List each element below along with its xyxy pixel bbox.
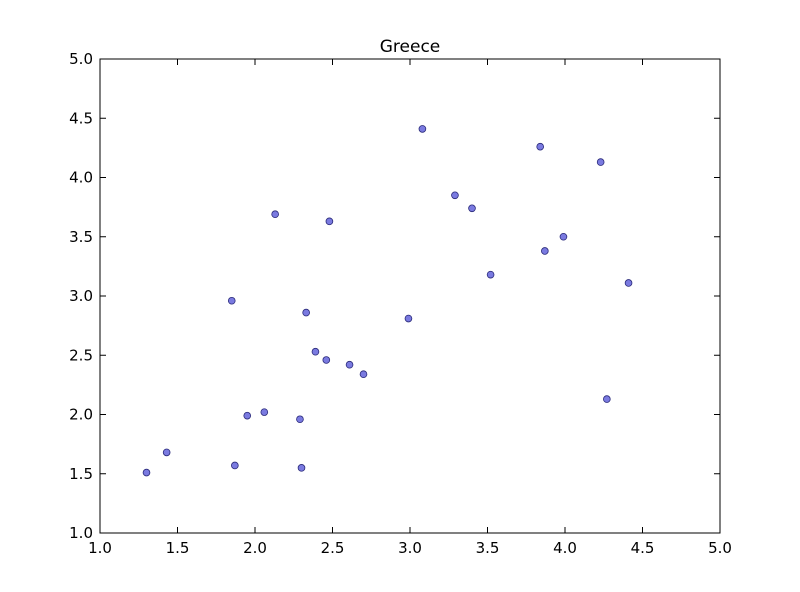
scatter-point xyxy=(624,279,633,287)
y-tick-label: 2.0 xyxy=(69,406,93,424)
scatter-point xyxy=(536,142,544,151)
scatter-point xyxy=(541,247,549,255)
x-tick-label: 1.5 xyxy=(166,539,190,557)
scatter-point xyxy=(260,408,269,416)
y-tick-label: 4.5 xyxy=(69,109,93,127)
plot-frame xyxy=(99,58,721,534)
y-tick-label: 2.5 xyxy=(69,346,93,364)
scatter-point xyxy=(418,125,427,133)
y-tick-label: 3.0 xyxy=(69,287,93,305)
scatter-point xyxy=(345,360,354,369)
x-tick-label: 2.5 xyxy=(321,539,345,557)
scatter-point xyxy=(468,204,476,213)
y-axis-ticks: 1.0 1.5 2.0 2.5 3.0 3.5 4.0 4.5 5.0 xyxy=(69,50,720,542)
x-tick-label: 4.0 xyxy=(553,539,577,557)
x-tick-label: 3.5 xyxy=(476,539,500,557)
scatter-point xyxy=(359,370,368,379)
y-tick-label: 5.0 xyxy=(69,50,93,68)
y-tick-label: 1.0 xyxy=(69,524,93,542)
x-tick-label: 1.0 xyxy=(88,539,112,557)
scatter-point xyxy=(296,415,304,424)
scatter-point xyxy=(243,411,252,420)
scatter-point xyxy=(162,448,171,457)
scatter-point xyxy=(486,270,495,279)
scatter-point xyxy=(311,347,320,356)
y-tick-label: 4.0 xyxy=(69,169,93,187)
scatter-point xyxy=(596,158,605,166)
x-axis-ticks: 1.0 1.5 2.0 2.5 3.0 3.5 4.0 4.5 5.0 xyxy=(88,59,732,557)
scatter-point xyxy=(302,308,310,317)
scatter-point xyxy=(227,296,236,305)
scatter-point xyxy=(404,314,413,323)
scatter-point xyxy=(559,232,568,241)
scatter-point xyxy=(231,461,239,470)
x-tick-label: 4.5 xyxy=(631,539,655,557)
scatter-point xyxy=(142,468,151,477)
scatter-point xyxy=(325,217,334,226)
x-tick-label: 5.0 xyxy=(708,539,732,557)
scatter-point xyxy=(271,210,279,219)
scatter-point xyxy=(451,191,459,200)
scatter-points xyxy=(142,125,633,477)
chart-title: Greece xyxy=(380,37,441,57)
x-tick-label: 2.0 xyxy=(243,539,267,557)
scatter-point xyxy=(322,356,331,364)
scatter-point xyxy=(297,464,306,472)
scatter-point xyxy=(603,395,611,403)
y-tick-label: 1.5 xyxy=(69,465,93,483)
x-tick-label: 3.0 xyxy=(398,539,422,557)
y-tick-label: 3.5 xyxy=(69,228,93,246)
